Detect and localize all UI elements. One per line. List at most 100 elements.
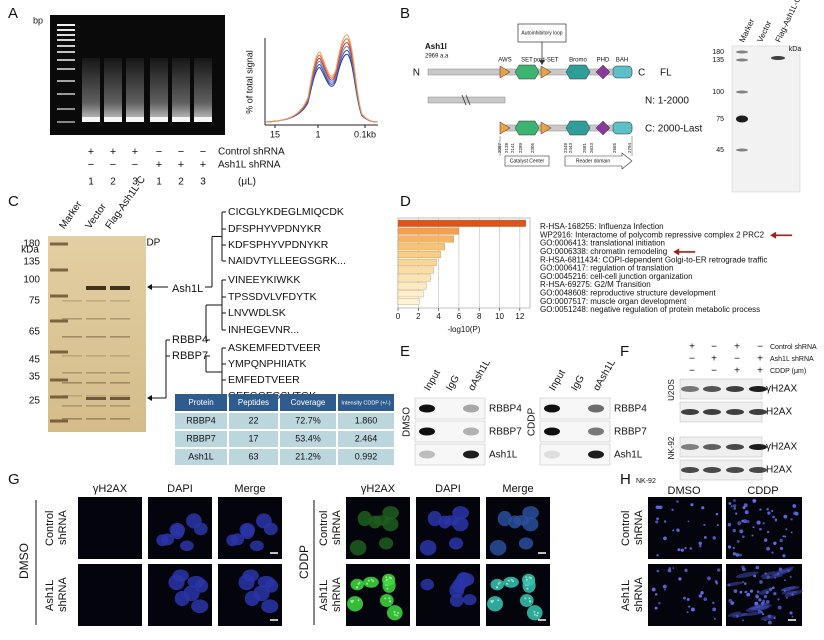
gel-band: [50, 319, 68, 323]
cell: [757, 605, 760, 608]
focus: [357, 599, 360, 602]
lane-label: Marker: [738, 17, 757, 44]
x-tick-label: 0.1kb: [354, 129, 376, 139]
nucleus: [349, 540, 367, 556]
cell: [749, 589, 754, 593]
cell: [654, 606, 658, 610]
cell-streak: [750, 604, 772, 611]
cell: [701, 506, 705, 510]
focus: [372, 580, 375, 583]
cell: [662, 584, 667, 589]
cell-streak: [761, 574, 783, 580]
ladder-band: [57, 45, 75, 47]
peptide: NAIDVTYLLEEGSGRK...: [228, 255, 346, 267]
cell: [684, 547, 687, 550]
cell: [727, 583, 731, 587]
cell: [739, 529, 744, 534]
nucleus: [382, 506, 399, 520]
domain: [499, 65, 511, 79]
cell: [789, 575, 792, 578]
blot-band: [419, 450, 435, 459]
condition-label: DMSO: [402, 407, 413, 437]
row-label: Control shRNA: [318, 510, 343, 546]
protein-label: RBBP7: [489, 427, 522, 438]
bar: [397, 227, 460, 235]
cell-streak: [760, 571, 776, 578]
cell: [794, 511, 799, 516]
x-tick-label: 2: [416, 312, 421, 321]
cell: [664, 588, 666, 591]
nucleus: [253, 585, 270, 602]
cell: [686, 598, 690, 601]
blot-band: [771, 56, 785, 60]
cell: [764, 572, 767, 575]
domain: [595, 64, 611, 80]
term-label: GO:0045216: cell-cell junction organizat…: [540, 272, 693, 281]
marker-label: 100: [712, 89, 724, 96]
cell: [778, 567, 783, 572]
cell: [690, 503, 694, 507]
cell: [774, 518, 778, 521]
bar: [397, 290, 424, 298]
condition-label: CDDP: [747, 485, 778, 497]
protein-label: RBBP4: [489, 404, 522, 415]
cell: [698, 541, 702, 546]
table-cell: [280, 431, 336, 447]
peptide: VINEEYKIWKK: [228, 274, 300, 286]
blot-image: [414, 420, 486, 443]
table-text: 2.464: [355, 433, 378, 443]
table-text: 21.2%: [295, 451, 321, 461]
row-label: Control shRNA: [620, 510, 645, 546]
bar: [397, 243, 445, 251]
gel-band: [62, 382, 82, 384]
bar: [397, 282, 427, 290]
cell: [762, 522, 765, 525]
row-label: Ash1L shRNA: [44, 577, 69, 613]
protein-length: 2969 a.a: [425, 54, 449, 60]
cell: [792, 504, 797, 508]
nucleus: [378, 537, 394, 550]
blot-band: [726, 444, 744, 450]
cell: [712, 601, 715, 605]
cell: [753, 574, 757, 578]
axis-title: -log10(P): [448, 325, 481, 334]
blot-band: [726, 409, 744, 415]
gel-smear: [126, 58, 144, 122]
cell: [744, 510, 749, 515]
micrograph: [726, 497, 802, 559]
cell: [732, 504, 737, 508]
blot-band: [588, 427, 604, 436]
focus: [512, 580, 515, 583]
table-text: 1.860: [355, 415, 378, 425]
cell: [656, 569, 660, 573]
position: 2623: [589, 142, 594, 153]
focus: [393, 610, 396, 613]
focus: [529, 600, 532, 603]
blot-band: [703, 386, 721, 392]
gel-band: [50, 395, 68, 399]
cell: [690, 607, 695, 612]
gel-band: [62, 300, 82, 302]
table-cell: [229, 431, 278, 447]
region-box: [504, 155, 550, 167]
focus: [388, 576, 391, 579]
term-label: GO:0006417: regulation of translation: [540, 264, 673, 273]
nucleus: [490, 578, 504, 591]
cell: [736, 539, 740, 543]
gel-band: [86, 418, 106, 420]
ladder-band: [57, 68, 75, 70]
row-name: Ash1L shRNA: [218, 160, 281, 171]
region-label: Catalyst Center: [510, 158, 545, 164]
cell: [789, 611, 792, 614]
arrow-head: [770, 231, 777, 239]
marker-label: 75: [29, 296, 41, 307]
blot-band: [681, 444, 699, 450]
cell: [728, 502, 732, 505]
marker-label: 180: [23, 239, 40, 250]
cell-streak: [784, 590, 804, 597]
peptide: DFSPHYVPDNYKR: [228, 223, 322, 235]
table-header-cell: [338, 394, 394, 411]
cell: [755, 565, 760, 570]
gel-band: [86, 395, 106, 397]
marker-label: 135: [712, 57, 724, 64]
